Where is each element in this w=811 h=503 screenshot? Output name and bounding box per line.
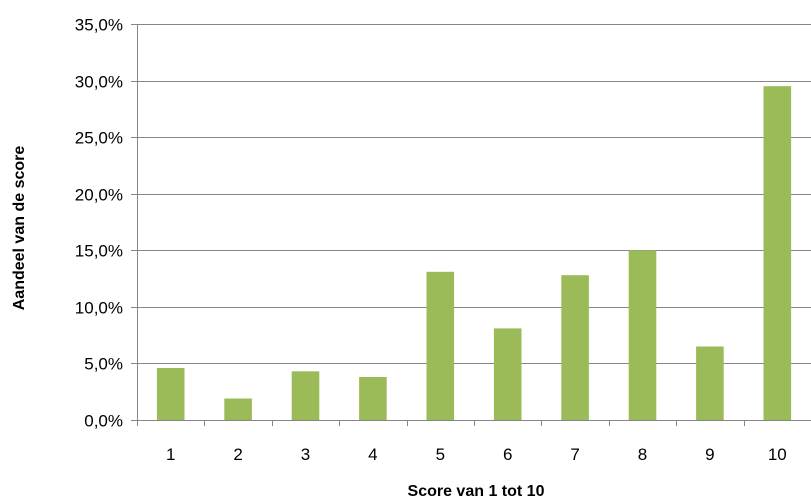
x-tick-label: 3	[301, 445, 310, 464]
bar	[359, 377, 387, 420]
bar	[291, 371, 320, 420]
y-tick-label: 5,0%	[84, 355, 123, 374]
y-tick-label: 35,0%	[75, 16, 123, 35]
bar	[561, 275, 589, 420]
y-tick-label: 10,0%	[75, 299, 123, 318]
bar	[224, 398, 252, 420]
bar	[493, 328, 522, 420]
axes	[131, 24, 811, 426]
y-tick-label: 20,0%	[75, 186, 123, 205]
bar	[426, 271, 455, 420]
x-axis-title: Score van 1 tot 10	[408, 483, 545, 500]
x-tick-label: 10	[768, 445, 787, 464]
x-tick-label: 9	[705, 445, 714, 464]
x-tick-label: 6	[503, 445, 512, 464]
x-tick-label: 4	[368, 445, 377, 464]
y-tick-label: 25,0%	[75, 129, 123, 148]
y-axis-title: Aandeel van de score	[11, 146, 28, 311]
bars	[156, 86, 792, 420]
tick-labels: 0,0% 5,0% 10,0% 15,0% 20,0% 25,0% 30,0% 35,0% 1 2…	[75, 16, 787, 465]
x-tick-label: 5	[436, 445, 445, 464]
y-tick-label: 0,0%	[84, 412, 123, 431]
bar	[628, 250, 657, 420]
y-tick-label: 30,0%	[75, 73, 123, 92]
gridlines	[137, 24, 811, 364]
bar	[763, 86, 792, 420]
y-tick-label: 15,0%	[75, 242, 123, 261]
bar	[156, 368, 185, 420]
x-tick-label: 7	[570, 445, 579, 464]
bar	[696, 346, 724, 420]
x-tick-label: 1	[166, 445, 175, 464]
x-tick-label: 2	[233, 445, 242, 464]
x-tick-label: 8	[638, 445, 647, 464]
